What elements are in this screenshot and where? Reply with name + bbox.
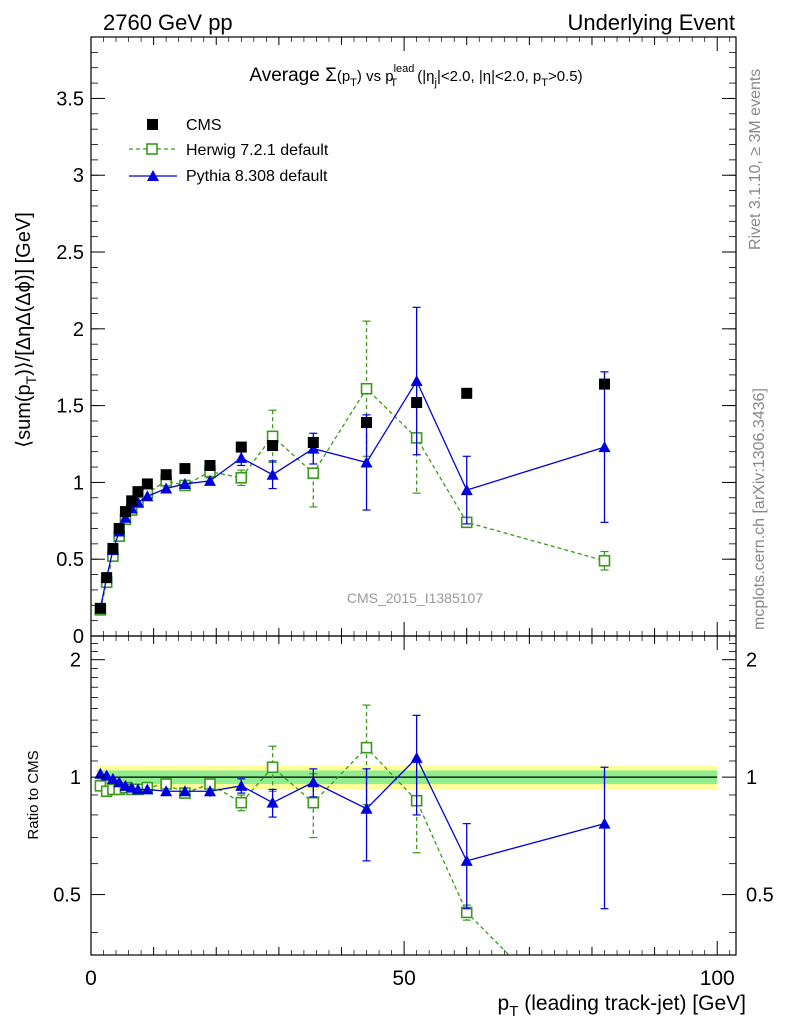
legend-pythia-marker [147,170,159,181]
cms-point [119,506,131,518]
cms-point [204,460,216,472]
pythia-point [203,474,216,486]
legend-cms-label: CMS [186,117,222,134]
cms-point [113,522,125,534]
ratio-panel: 0.5 0.5 1 1 2 2 0 50 100 Ratio to CMS pT (leadin… [25,635,774,1020]
main-panel: CMS_2015_I1385107 0 0.5 1 1.5 2 2.5 3 3.5 Avera… [13,36,737,648]
ratio-ytick-label: 2 [70,650,81,672]
ratio-pythia-point [100,769,113,781]
ratio-ytick-label-right: 2 [746,650,757,672]
herwig-point [266,430,279,443]
pythia-point [119,511,132,523]
ratio-pythia-point [235,779,248,791]
pythia-line [99,379,605,609]
chart-title: Average Σ(pT) vs plead T (|ηj|<2.0, |η|<2… [249,63,582,89]
ratio-ylabel: Ratio to CMS [25,750,42,839]
ratio-pythia-point [410,751,423,763]
cms-point [179,463,191,475]
ratio-pythia-point [460,854,473,866]
ratio-ytick-label-right: 1 [746,767,757,789]
ratio-pythia-point [160,785,173,797]
main-ytick-label: 1 [73,472,84,494]
ratio-pythia-point [598,817,611,829]
pythia-point [178,477,191,489]
ratio-pythia-point [106,772,119,784]
legend-herwig-label: Herwig 7.2.1 default [186,142,329,159]
ratio-herwig-line [99,746,510,955]
mcplots-label: mcplots.cern.ch [arXiv:1306.3436] [751,388,768,630]
ratio-herwig-point [235,796,248,809]
pythia-point [141,490,154,502]
ratio-ytick-label: 1 [70,767,81,789]
pythia-point [266,468,279,480]
pythia-point [460,484,473,496]
main-ytick-label: 0.5 [56,549,84,571]
ratio-herwig-point [307,796,320,809]
main-ytick-label: 1.5 [56,396,84,418]
ratio-herwig-point [360,741,373,754]
pythia-point [360,456,373,468]
ratio-xlabel: pT (leading track-jet) [GeV] [498,992,746,1020]
pythia-point [598,441,611,453]
ratio-pythia-point [266,796,279,808]
pythia-point [410,375,423,387]
pythia-point [235,451,248,463]
legend-herwig-marker [146,143,158,155]
cms-point [132,486,144,498]
main-ytick-label: 3 [73,165,84,187]
cms-point [361,417,373,429]
ratio-pythia-point [141,783,154,795]
cms-point [141,478,153,490]
ratio-pythia-point [178,785,191,797]
ratio-ytick-label-right: 0.5 [746,885,774,907]
herwig-line [99,387,605,611]
cms-point [267,440,279,452]
header-right: Underlying Event [567,10,735,35]
main-ylabel: ⟨sum(pT)⟩/[ΔηΔ(Δϕ)] [GeV] [13,212,39,447]
main-ytick-label: 0 [73,626,84,648]
herwig-point [235,472,248,484]
pythia-point [160,482,173,494]
ratio-herwig-point [266,761,279,774]
cms-point [160,469,172,481]
cms-point [598,378,610,390]
legend-pythia-label: Pythia 8.308 default [186,168,328,185]
cms-point [461,387,473,399]
herwig-point [307,467,320,479]
ratio-frame [90,635,737,956]
pythia-point [307,442,320,454]
legend: CMS Herwig 7.2.1 default Pythia 8.308 de… [129,117,329,185]
ratio-pythia-point [131,783,144,795]
cms-point [307,436,319,448]
ratio-pythia-point [360,802,373,814]
ratio-xtick-label: 100 [700,967,735,990]
watermark: CMS_2015_I1385107 [347,590,483,606]
header-left: 2760 GeV pp [103,10,233,35]
herwig-point [598,554,611,567]
legend-cms-marker [147,119,158,130]
ratio-xtick-label: 50 [392,967,415,990]
cms-point [101,572,113,584]
ratio-herwig-point [524,971,534,981]
main-ytick-label: 2 [73,319,84,341]
ratio-pythia-point [203,785,216,797]
rivet-label: Rivet 3.1.10, ≥ 3M events [747,69,764,250]
herwig-point [360,382,373,395]
cms-point [235,441,247,453]
main-ytick-label: 3.5 [56,88,84,110]
cms-point [411,397,423,409]
ratio-pythia-point [307,776,320,788]
ratio-ytick-label: 0.5 [53,885,81,907]
ratio-xtick-label: 0 [85,967,97,990]
cms-point [94,602,106,614]
main-ytick-label: 2.5 [56,242,84,264]
cms-point [107,542,119,554]
cms-point [126,495,138,507]
ratio-pythia-point [113,776,126,788]
